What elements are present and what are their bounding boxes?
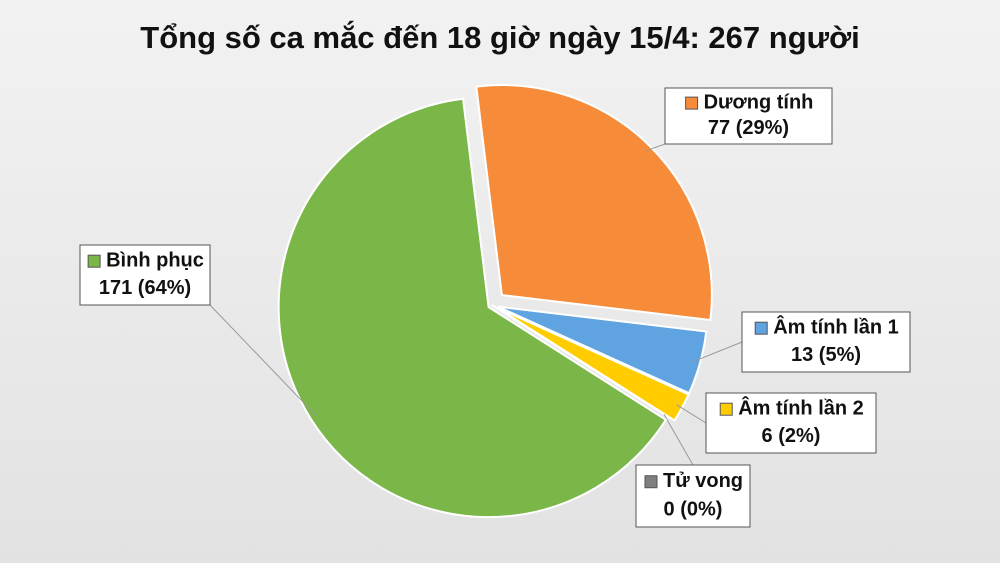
label-box <box>79 244 211 306</box>
value-label: 6 (2%) <box>762 425 821 447</box>
category-label: Dương tính <box>704 91 814 113</box>
pie-slice <box>277 97 668 519</box>
leader-line <box>645 143 666 152</box>
label-box <box>741 311 911 373</box>
pie-slice <box>497 305 708 395</box>
legend-swatch <box>754 321 768 335</box>
value-label: 13 (5%) <box>791 344 861 366</box>
category-label: Bình phục <box>106 249 204 271</box>
pie-slice <box>475 84 713 322</box>
value-label: 0 (0%) <box>664 499 723 521</box>
leader-line <box>676 404 707 424</box>
legend-swatch <box>644 475 658 489</box>
legend-swatch <box>685 96 699 110</box>
label-box <box>705 392 877 454</box>
category-label: Âm tính lần 2 <box>738 395 864 419</box>
legend-swatch <box>719 402 733 416</box>
leader-line <box>209 304 317 417</box>
category-label: Tử vong <box>663 470 743 492</box>
category-label: Âm tính lần 1 <box>773 314 899 338</box>
leader-line <box>693 341 743 362</box>
value-label: 171 (64%) <box>99 277 191 299</box>
value-label: 77 (29%) <box>708 117 789 139</box>
chart-title: Tổng số ca mắc đến 18 giờ ngày 15/4: 267… <box>140 19 859 55</box>
legend-swatch <box>87 254 101 268</box>
leader-line <box>663 414 694 466</box>
